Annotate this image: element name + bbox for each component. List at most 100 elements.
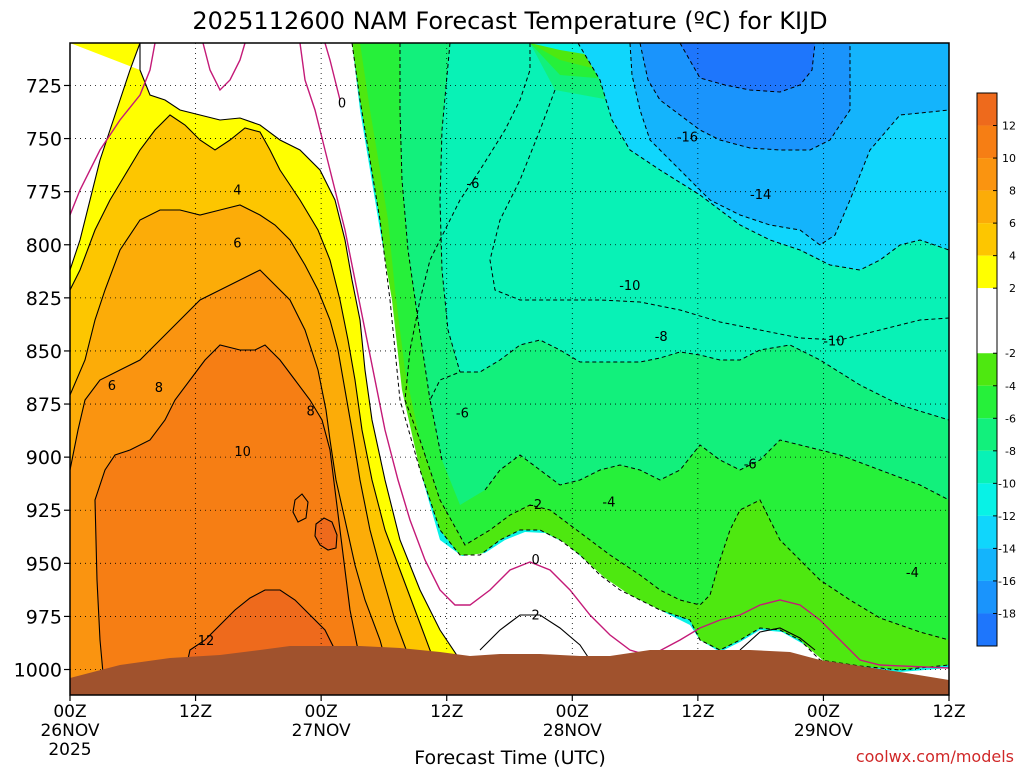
isotherm-0-upper bbox=[324, 43, 341, 101]
y-tick-label: 775 bbox=[26, 182, 62, 204]
colorbar-label: -6 bbox=[1005, 412, 1016, 425]
colorbar-label: -10 bbox=[998, 477, 1016, 490]
contour-label: 10 bbox=[234, 445, 251, 460]
contour-label: -4 bbox=[906, 566, 919, 581]
colorbar-frame bbox=[976, 92, 998, 647]
colorbar-label: -18 bbox=[998, 607, 1016, 620]
isotherm-minus-16 bbox=[639, 43, 851, 151]
y-axis: 725 750 775 800 825 850 875 900 925 950 975 1000 bbox=[14, 75, 70, 682]
y-tick-label: 1000 bbox=[14, 660, 62, 682]
contour-label: 6 bbox=[108, 379, 116, 394]
y-tick-label: 900 bbox=[26, 447, 62, 469]
colorbar-label: 6 bbox=[1009, 217, 1016, 230]
colorbar-bin bbox=[977, 353, 997, 386]
y-tick-label: 725 bbox=[26, 75, 62, 97]
colorbar-bin bbox=[977, 93, 997, 126]
grid bbox=[70, 43, 949, 695]
y-tick-label: 825 bbox=[26, 288, 62, 310]
x-tick-label: 00Z bbox=[305, 702, 338, 722]
x-tick-date-label: 28NOV bbox=[543, 721, 602, 741]
x-tick-label: 12Z bbox=[430, 702, 463, 722]
colorbar-label: -4 bbox=[1005, 380, 1016, 393]
isotherm-minus-6 bbox=[429, 339, 949, 461]
colorbar-label: -14 bbox=[998, 542, 1016, 555]
colorbar-bin bbox=[977, 385, 997, 419]
colorbar-label: -16 bbox=[998, 575, 1016, 588]
colorbar-bin bbox=[977, 418, 997, 451]
contour-label: -6 bbox=[466, 177, 479, 192]
contour-label: -14 bbox=[750, 188, 771, 203]
contour-label: -6 bbox=[456, 407, 469, 422]
isotherm-10 bbox=[94, 344, 366, 695]
y-tick-label: 950 bbox=[26, 553, 62, 575]
isotherm-8 bbox=[70, 269, 396, 695]
contour-label: 4 bbox=[233, 184, 241, 199]
terrain bbox=[70, 646, 949, 695]
colorbar-label: 8 bbox=[1009, 185, 1016, 198]
colorbar-bin bbox=[977, 580, 997, 614]
x-tick-date-label: 29NOV bbox=[794, 721, 853, 741]
contour-label: 12 bbox=[198, 634, 215, 649]
warm-isotherms bbox=[70, 43, 816, 695]
x-tick-label: 12Z bbox=[932, 702, 965, 722]
contour-label: 6 bbox=[233, 237, 241, 252]
fill-minus-18-to-minus-20 bbox=[680, 43, 815, 92]
contour-label: -16 bbox=[677, 130, 698, 145]
watermark: coolwx.com/models bbox=[856, 747, 1014, 766]
colorbar-label: -2 bbox=[1005, 347, 1016, 360]
colorbar-label: -12 bbox=[998, 510, 1016, 523]
x-tick-label: 00Z bbox=[807, 702, 840, 722]
isotherm-minus-10 bbox=[489, 89, 949, 341]
plot-frame bbox=[69, 42, 950, 696]
colorbar-label: 2 bbox=[1009, 282, 1016, 295]
colorbar-bin bbox=[977, 515, 997, 549]
contour-label: -6 bbox=[744, 458, 757, 473]
x-tick-date-label: 26NOV bbox=[40, 721, 99, 741]
contour-label: 8 bbox=[155, 381, 163, 396]
x-tick-label: 12Z bbox=[681, 702, 714, 722]
colorbar-bin bbox=[977, 450, 997, 484]
cold-isotherms bbox=[351, 43, 949, 671]
y-tick-label: 975 bbox=[26, 606, 62, 628]
isotherm-minus-8 bbox=[484, 439, 949, 501]
contour-labels: 0 -16 -14 -6 4 6 -10 -10 -8 6 8 8 -6 10 -6 -4 -2 0 -4 2 12 bbox=[108, 96, 919, 648]
colorbar-bin bbox=[977, 125, 997, 159]
colorbar-label: -8 bbox=[1005, 445, 1016, 458]
colorbar-label: 12 bbox=[1002, 120, 1016, 133]
isotherm-2 bbox=[70, 43, 141, 271]
plot-area bbox=[70, 43, 949, 695]
x-tick-date-label: 27NOV bbox=[292, 721, 351, 741]
isotherm-0-cell bbox=[202, 43, 246, 92]
colorbar-bin bbox=[977, 190, 997, 224]
contour-label: 8 bbox=[307, 404, 315, 419]
colorbar-label: 10 bbox=[1002, 152, 1016, 165]
x-tick-label: 00Z bbox=[556, 702, 589, 722]
isotherm-2-right bbox=[139, 43, 471, 695]
chart-title: 2025112600 NAM Forecast Temperature (ºC)… bbox=[192, 7, 827, 35]
y-tick-label: 925 bbox=[26, 500, 62, 522]
contour-label: -10 bbox=[823, 334, 844, 349]
contour-label: 2 bbox=[532, 608, 540, 623]
y-tick-label: 800 bbox=[26, 235, 62, 257]
isotherm-4 bbox=[70, 114, 446, 695]
colorbar: 12 10 8 6 4 2 -2 -4 -6 -8 -10 -12 -14 -16 -18 bbox=[976, 92, 1016, 647]
isotherm-0-left bbox=[70, 43, 156, 216]
isotherm-minus-8-upper bbox=[439, 43, 461, 373]
isotherm-2-bump-2 bbox=[739, 627, 816, 651]
freezing-isotherms bbox=[70, 43, 949, 669]
colorbar-bin bbox=[977, 255, 997, 289]
colorbar-label: 4 bbox=[1009, 250, 1016, 263]
isotherm-minus-2 bbox=[351, 43, 949, 671]
contour-label: 0 bbox=[532, 553, 540, 568]
x-tick-label: 00Z bbox=[53, 702, 86, 722]
y-tick-label: 875 bbox=[26, 394, 62, 416]
y-tick-label: 850 bbox=[26, 341, 62, 363]
x-tick-year-label: 2025 bbox=[48, 740, 91, 760]
fill-12-to-14-cell bbox=[315, 518, 337, 550]
y-tick-label: 750 bbox=[26, 129, 62, 151]
colorbar-bin bbox=[977, 223, 997, 256]
contour-label: 0 bbox=[338, 96, 346, 111]
colorbar-bin bbox=[977, 548, 997, 581]
